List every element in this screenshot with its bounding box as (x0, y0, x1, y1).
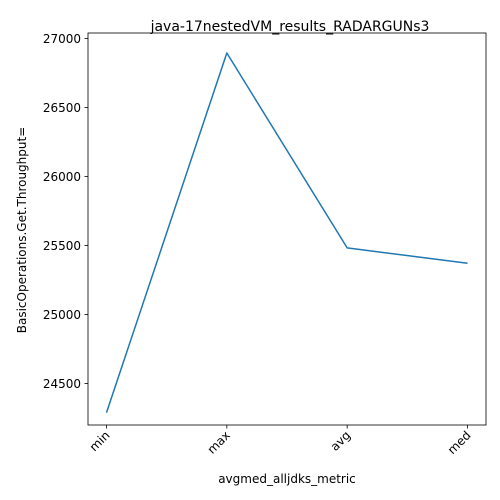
plot-frame (87, 32, 487, 426)
x-tick-label-max: max (205, 428, 233, 456)
series-line (105, 52, 468, 413)
y-axis-title: BasicOperations.Get.Throughput= (15, 127, 29, 334)
x-axis-title: avgmed_alljdks_metric (218, 472, 356, 486)
x-tick-label-avg: avg (328, 428, 354, 454)
y-tick-label: 25000 (43, 308, 81, 322)
x-tick-label-med: med (445, 428, 474, 457)
y-tick-label: 24500 (43, 377, 81, 391)
x-tick-label-min: min (87, 428, 113, 454)
chart-title: java-17nestedVM_results_RADARGUNs3 (150, 19, 430, 35)
y-tick-label: 27000 (43, 32, 81, 46)
plot-area (87, 32, 487, 426)
y-tick-label: 25500 (43, 239, 81, 253)
y-tick-label: 26500 (43, 101, 81, 115)
y-tick-label: 26000 (43, 170, 81, 184)
x-axis: min max avg med (87, 425, 474, 457)
y-axis: 24500 25000 25500 26000 26500 27000 (43, 32, 88, 391)
